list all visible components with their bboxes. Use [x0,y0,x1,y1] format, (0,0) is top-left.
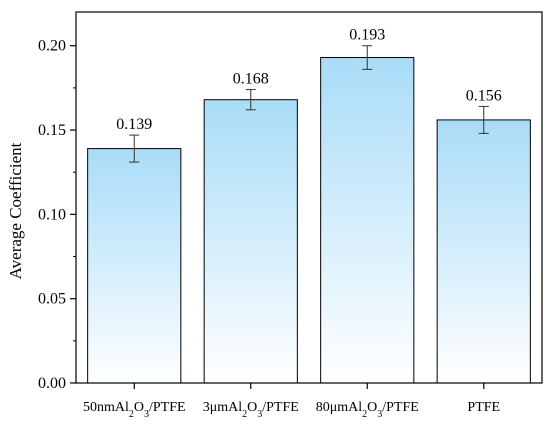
y-tick-label: 0.20 [38,38,66,55]
data-label: 0.168 [233,71,269,88]
x-tick-label: 80μmAl2O3/PTFE [316,400,419,420]
y-tick-label: 0.05 [38,291,66,308]
plot-frame [75,11,543,384]
x-tick-label: 50nmAl2O3/PTFE [83,400,186,420]
data-label: 0.139 [116,116,152,133]
y-tick-label: 0.10 [38,206,66,223]
x-tick-label: PTFE [467,400,500,415]
x-tick-label: 3μmAl2O3/PTFE [203,400,299,420]
y-tick-label: 0.00 [38,375,66,392]
data-labels-layer: 0.139 0.168 0.193 0.156 [116,27,502,133]
bar [320,57,415,384]
y-tick-label: 0.15 [38,122,66,139]
y-axis-title: Average Coefficient [6,142,25,279]
bar [87,148,182,384]
bars-layer [87,57,531,384]
data-label: 0.193 [349,27,385,44]
bar [436,119,531,384]
axes-layer: 0.00 0.05 0.10 0.15 0.20 50nmAl2O3/PTFE 3μmAl2… [38,11,543,420]
error-bars-layer [129,45,489,163]
bar [203,99,298,384]
data-label: 0.156 [466,87,502,104]
